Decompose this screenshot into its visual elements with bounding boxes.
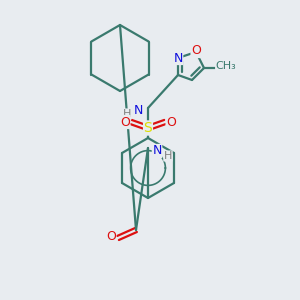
- Text: N: N: [133, 103, 143, 116]
- Text: O: O: [120, 116, 130, 128]
- Text: O: O: [191, 44, 201, 58]
- Text: N: N: [173, 52, 183, 64]
- Text: H: H: [164, 151, 172, 161]
- Text: O: O: [166, 116, 176, 128]
- Text: N: N: [152, 145, 162, 158]
- Text: O: O: [106, 230, 116, 242]
- Text: H: H: [123, 109, 131, 119]
- Text: S: S: [144, 121, 152, 135]
- Text: CH₃: CH₃: [216, 61, 236, 71]
